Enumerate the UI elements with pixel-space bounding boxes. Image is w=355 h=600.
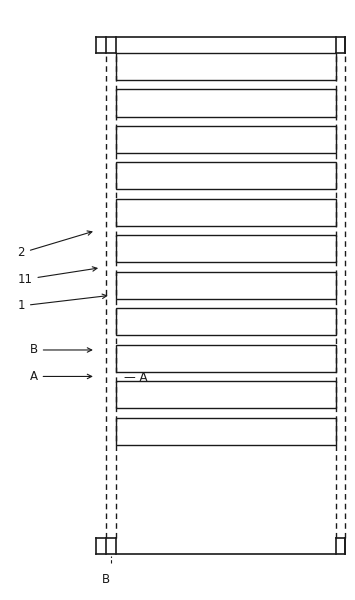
Text: B: B [102, 574, 110, 586]
Text: — A: — A [124, 371, 147, 384]
Bar [116, 199, 336, 226]
Bar [116, 381, 336, 408]
Text: 1: 1 [17, 294, 107, 313]
Bar [116, 53, 336, 80]
Bar [116, 163, 336, 190]
Bar [116, 89, 336, 116]
Bar [116, 308, 336, 335]
Text: A: A [30, 370, 92, 383]
Text: 11: 11 [17, 267, 97, 286]
Bar [116, 344, 336, 372]
Text: 2: 2 [17, 231, 92, 259]
Bar [116, 126, 336, 153]
Bar [116, 418, 336, 445]
Bar [116, 235, 336, 262]
Text: B: B [30, 343, 92, 356]
Bar [116, 272, 336, 299]
